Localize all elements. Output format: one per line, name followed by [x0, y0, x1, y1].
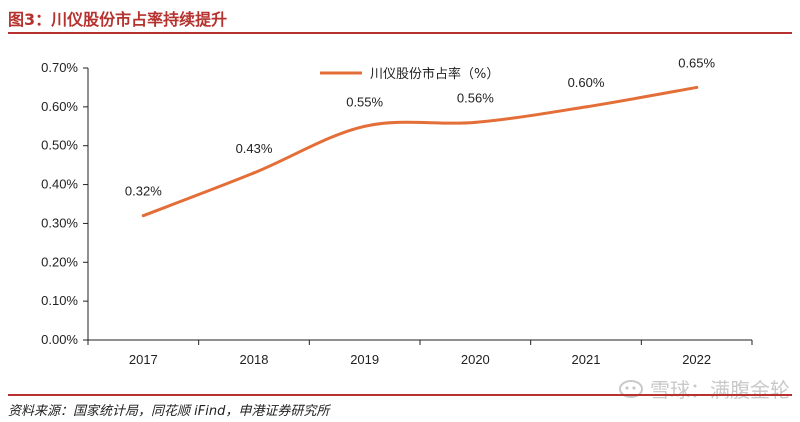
y-tick-label: 0.30%: [41, 215, 78, 230]
line-chart: 0.00% 0.10% 0.20% 0.30% 0.40% 0.50% 0.60% 0.70%…: [41, 55, 753, 367]
y-axis: 0.00% 0.10% 0.20% 0.30% 0.40% 0.50% 0.60% 0.70%: [41, 60, 89, 347]
x-axis: 2017 2018 2019 2020 2021 2022: [87, 339, 753, 367]
title-rule: [8, 32, 792, 34]
data-label: 0.60%: [568, 75, 605, 90]
data-point: [252, 171, 256, 175]
watermark: 雪球：满腹金轮: [618, 374, 790, 403]
data-label: 0.56%: [457, 90, 494, 105]
x-tick-label: 2017: [129, 352, 158, 367]
series-layer: [141, 85, 699, 218]
data-label: 0.55%: [346, 94, 383, 109]
x-tick-label: 2018: [240, 352, 269, 367]
x-tick-label: 2022: [682, 352, 711, 367]
snowball-logo-icon: [619, 379, 643, 398]
y-tick-label: 0.00%: [41, 332, 78, 347]
footer-rule: [8, 394, 792, 396]
data-label: 0.32%: [125, 184, 162, 199]
series-line: [141, 85, 699, 218]
y-tick-label: 0.70%: [41, 60, 78, 75]
watermark-text: 雪球：满腹金轮: [650, 378, 790, 402]
data-point: [695, 85, 699, 89]
data-point: [473, 120, 477, 124]
x-tick-label: 2020: [461, 352, 490, 367]
figure-title: 图3：川仪股份市占率持续提升: [8, 10, 228, 29]
y-tick-label: 0.20%: [41, 254, 78, 269]
data-point: [141, 214, 145, 218]
y-tick-label: 0.10%: [41, 293, 78, 308]
y-tick-label: 0.40%: [41, 177, 78, 192]
y-tick-label: 0.50%: [41, 138, 78, 153]
legend: 川仪股份市占率（%）: [320, 66, 499, 82]
source-note: 资料来源：国家统计局，同花顺 iFind，申港证券研究所: [8, 404, 330, 419]
data-label: 0.43%: [236, 141, 273, 156]
data-point: [584, 105, 588, 109]
data-label: 0.65%: [678, 55, 715, 70]
x-tick-label: 2021: [572, 352, 601, 367]
data-point: [363, 124, 367, 128]
data-labels: 0.32% 0.43% 0.55% 0.56% 0.60% 0.65%: [125, 55, 716, 198]
legend-label: 川仪股份市占率（%）: [370, 66, 499, 82]
x-tick-label: 2019: [350, 352, 379, 367]
y-tick-label: 0.60%: [41, 99, 78, 114]
